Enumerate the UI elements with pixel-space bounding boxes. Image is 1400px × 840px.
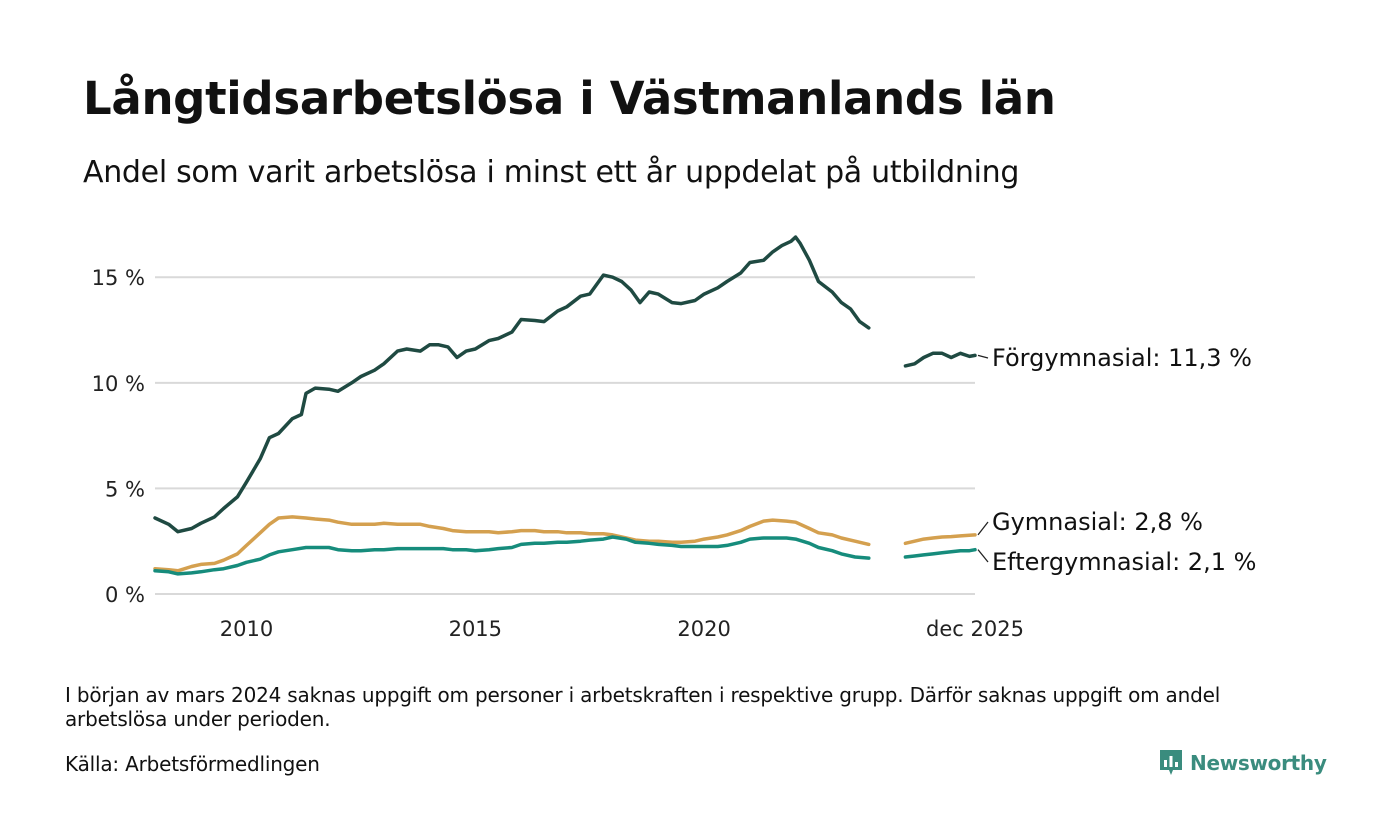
gridlines [155,276,975,595]
label-leader-forgymnasial [977,354,989,359]
page-title: Långtidsarbetslösa i Västmanlands län [83,72,1056,125]
brand-name: Newsworthy [1190,751,1327,775]
page-subtitle: Andel som varit arbetslösa i minst ett å… [83,155,1020,190]
label-leader-eftergymnasial [977,549,989,563]
x-tick-label: 2010 [220,617,273,641]
newsworthy-icon [1160,750,1182,775]
label-leader-gymnasial [977,521,989,536]
y-tick-label: 15 % [92,266,145,290]
x-tick-label: 2020 [677,617,730,641]
y-tick-label: 0 % [105,583,145,607]
brand-logo[interactable]: Newsworthy [1158,748,1327,778]
y-tick-label: 5 % [105,477,145,501]
x-tick-label: dec 2025 [926,617,1024,641]
x-tick-label: 2015 [449,617,502,641]
y-tick-label: 10 % [92,372,145,396]
x-axis-ticks: 2010 2015 2020 dec 2025 [220,617,1024,641]
y-axis-ticks: 0 % 5 % 10 % 15 % [92,266,145,607]
series-line-gymnasial [153,515,977,573]
series-line-forgymnasial [153,235,977,534]
series-end-labels: Förgymnasial: 11,3 % Gymnasial: 2,8 % Efte… [977,344,1256,576]
series-label-gymnasial: Gymnasial: 2,8 % [992,508,1203,536]
source-text: Källa: Arbetsförmedlingen [65,752,320,776]
series-line-eftergymnasial [153,535,977,576]
series-label-eftergymnasial: Eftergymnasial: 2,1 % [992,548,1256,576]
footnote: I början av mars 2024 saknas uppgift om … [65,683,1221,731]
series-label-forgymnasial: Förgymnasial: 11,3 % [992,344,1252,372]
series-lines [153,235,977,576]
